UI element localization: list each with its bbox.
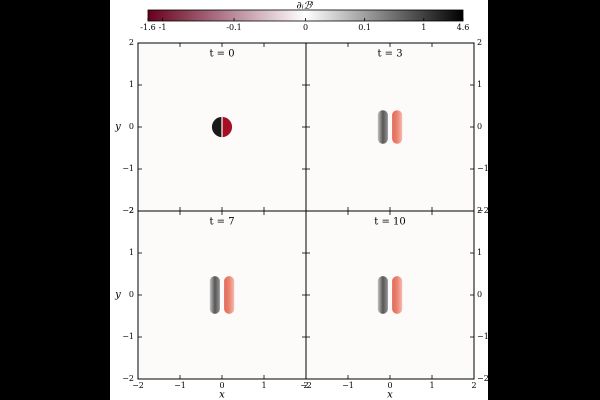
panel-title: t = 3: [377, 49, 402, 60]
panel-title: t = 10: [374, 217, 405, 228]
y-tick-label: 2: [129, 38, 134, 47]
y-tick-label: 1: [477, 80, 482, 89]
x-tick-label: −1: [174, 381, 186, 390]
x-tick-label: 1: [261, 381, 266, 390]
y-tick-label: −2: [122, 374, 134, 383]
field-positive: [222, 116, 233, 138]
y-tick-label: −2: [477, 374, 489, 383]
colorbar-tick-label: 1: [421, 23, 426, 32]
x-tick-label: 1: [429, 381, 434, 390]
y-tick-label: 0: [477, 122, 482, 131]
field-positive: [224, 276, 235, 314]
y-tick-label: 1: [477, 248, 482, 257]
y-tick-label: −2: [477, 206, 489, 215]
field-negative: [211, 116, 222, 138]
y-axis-label: y: [114, 290, 121, 301]
y-tick-label: 1: [129, 80, 134, 89]
y-tick-label: −1: [122, 332, 134, 341]
y-tick-label: 2: [477, 38, 482, 47]
y-tick-label: −1: [477, 332, 489, 341]
panel-frame: [305, 42, 475, 212]
x-tick-label: 2: [303, 381, 308, 390]
colorbar-tick-label: -1.6: [140, 23, 155, 32]
field-negative: [377, 110, 388, 144]
field-positive: [392, 276, 403, 314]
colorbar-tick-label: -1: [159, 23, 167, 32]
y-tick-label: 0: [129, 122, 134, 131]
x-tick-label: −1: [342, 381, 354, 390]
colorbar-tick-label: -0.1: [226, 23, 241, 32]
x-tick-label: 0: [387, 381, 392, 390]
y-tick-label: 2: [129, 206, 134, 215]
y-tick-label: −1: [477, 164, 489, 173]
panel-frame: [137, 210, 307, 380]
panel-title: t = 0: [209, 49, 234, 60]
x-tick-label: 0: [219, 381, 224, 390]
x-tick-label: −2: [132, 381, 144, 390]
y-tick-label: 0: [477, 290, 482, 299]
y-axis-label: y: [114, 122, 121, 133]
colorbar-label: ∂ᵢℬⁱ: [296, 1, 313, 12]
x-tick-label: −2: [300, 381, 312, 390]
x-axis-label: x: [219, 390, 225, 400]
y-tick-label: 1: [129, 248, 134, 257]
field-negative: [209, 276, 220, 314]
y-tick-label: −1: [122, 164, 134, 173]
x-axis-label: x: [387, 390, 393, 400]
colorbar-tick-label: 0.1: [358, 23, 371, 32]
y-tick-label: 2: [477, 206, 482, 215]
colorbar-tick-label: 0: [303, 23, 308, 32]
y-tick-label: 0: [129, 290, 134, 299]
panel-title: t = 7: [209, 217, 234, 228]
field-positive: [392, 110, 403, 144]
field-negative: [377, 276, 388, 314]
panel-frame: [305, 210, 475, 380]
colorbar-tick-label: 4.6: [457, 23, 470, 32]
y-tick-label: −2: [122, 206, 134, 215]
x-tick-label: 2: [471, 381, 476, 390]
